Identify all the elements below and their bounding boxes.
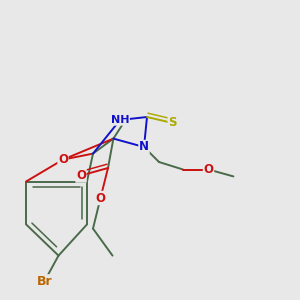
Text: NH: NH — [111, 115, 129, 125]
Text: S: S — [168, 116, 177, 130]
Text: O: O — [76, 169, 86, 182]
Text: N: N — [139, 140, 149, 154]
Text: O: O — [58, 153, 68, 166]
Text: O: O — [95, 191, 106, 205]
Text: Br: Br — [37, 275, 52, 288]
Text: O: O — [203, 163, 214, 176]
